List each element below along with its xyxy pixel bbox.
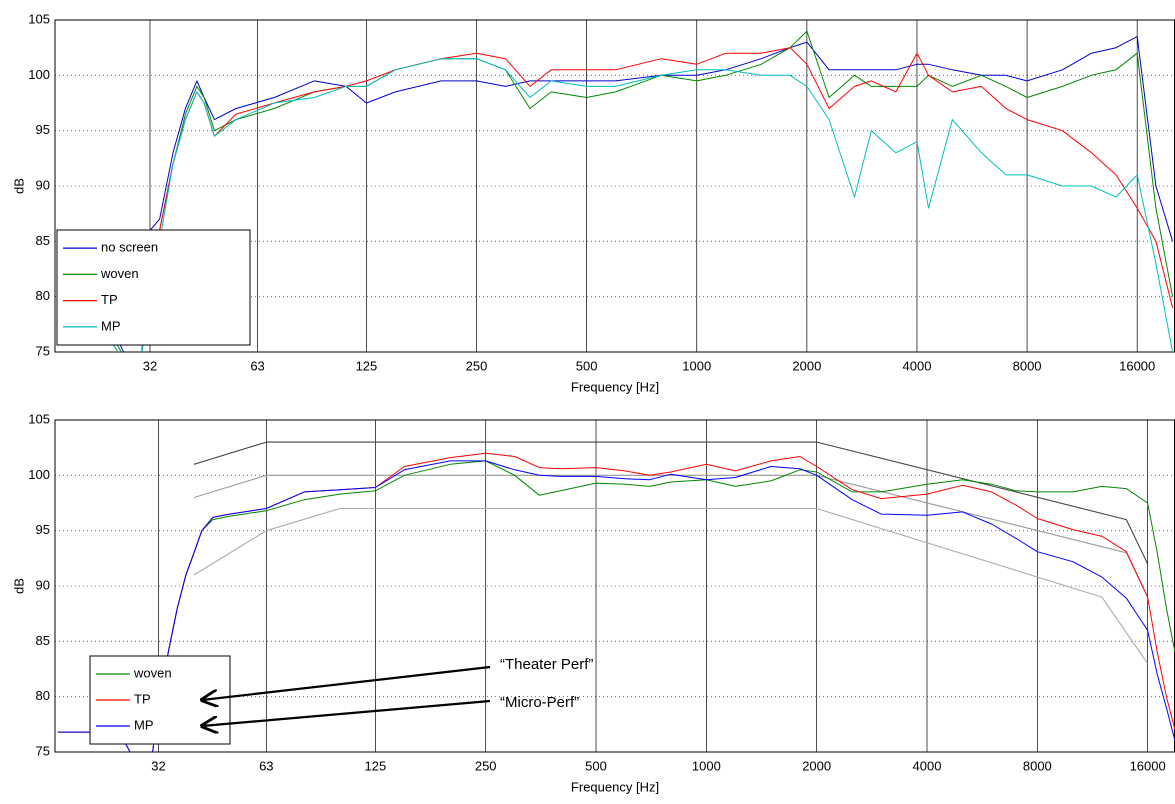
y-axis-label: dB bbox=[11, 178, 26, 194]
x-tick-label: 125 bbox=[356, 358, 378, 373]
legend-label: TP bbox=[134, 691, 151, 706]
x-tick-label: 125 bbox=[365, 758, 387, 773]
x-tick-label: 250 bbox=[466, 358, 488, 373]
legend-label: woven bbox=[100, 266, 139, 281]
x-tick-label: 500 bbox=[585, 758, 607, 773]
x-tick-label: 1000 bbox=[682, 358, 711, 373]
x-tick-label: 63 bbox=[250, 358, 264, 373]
y-tick-label: 80 bbox=[36, 288, 50, 303]
y-axis-label: dB bbox=[11, 578, 26, 594]
annotation: “Theater Perf” bbox=[500, 656, 593, 673]
series-line bbox=[57, 460, 1175, 752]
x-axis-label: Frequency [Hz] bbox=[571, 779, 659, 794]
x-tick-label: 250 bbox=[475, 758, 497, 773]
x-tick-label: 63 bbox=[259, 758, 273, 773]
x-tick-label: 500 bbox=[576, 358, 598, 373]
x-tick-label: 32 bbox=[151, 758, 165, 773]
y-tick-label: 100 bbox=[28, 467, 50, 482]
reference-line bbox=[193, 441, 1149, 565]
x-tick-label: 8000 bbox=[1023, 758, 1052, 773]
legend-label: no screen bbox=[101, 240, 158, 255]
y-tick-label: 105 bbox=[28, 411, 50, 426]
reference-line bbox=[193, 507, 1149, 664]
y-tick-label: 75 bbox=[36, 743, 50, 758]
y-tick-label: 100 bbox=[28, 67, 50, 82]
legend-label: TP bbox=[101, 292, 118, 307]
x-tick-label: 2000 bbox=[792, 358, 821, 373]
y-tick-label: 85 bbox=[36, 233, 50, 248]
x-axis-label: Frequency [Hz] bbox=[571, 379, 659, 394]
x-tick-label: 8000 bbox=[1013, 358, 1042, 373]
y-tick-label: 95 bbox=[36, 522, 50, 537]
y-tick-label: 90 bbox=[36, 577, 50, 592]
y-tick-label: 80 bbox=[36, 688, 50, 703]
x-tick-label: 16000 bbox=[1119, 358, 1155, 373]
x-tick-label: 16000 bbox=[1130, 758, 1166, 773]
x-tick-label: 4000 bbox=[903, 358, 932, 373]
legend-label: woven bbox=[133, 665, 172, 680]
plot-lines bbox=[58, 30, 1174, 352]
series-line bbox=[58, 36, 1174, 352]
y-tick-label: 90 bbox=[36, 177, 50, 192]
annotation-arrow bbox=[202, 665, 491, 700]
series-line bbox=[58, 58, 1174, 352]
y-tick-label: 95 bbox=[36, 122, 50, 137]
series-line bbox=[58, 30, 1174, 352]
annotation: “Micro-Perf” bbox=[500, 694, 579, 711]
x-tick-label: 4000 bbox=[913, 758, 942, 773]
y-tick-label: 75 bbox=[36, 343, 50, 358]
y-tick-label: 85 bbox=[36, 633, 50, 648]
plot-lines bbox=[57, 441, 1175, 752]
legend-label: MP bbox=[101, 318, 121, 333]
x-tick-label: 1000 bbox=[692, 758, 721, 773]
annotation-arrow bbox=[202, 699, 491, 726]
x-tick-label: 32 bbox=[143, 358, 157, 373]
y-tick-label: 105 bbox=[28, 11, 50, 26]
legend-label: MP bbox=[134, 717, 154, 732]
legend-box bbox=[56, 229, 251, 346]
x-tick-label: 2000 bbox=[802, 758, 831, 773]
